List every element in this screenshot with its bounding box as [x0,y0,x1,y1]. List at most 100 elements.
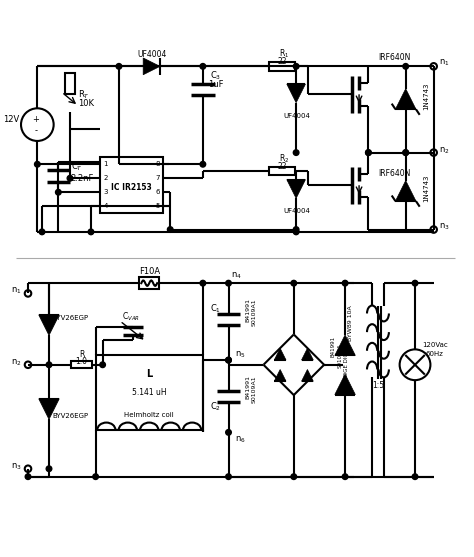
Circle shape [25,474,31,480]
Text: 2.2nF: 2.2nF [70,174,93,183]
Text: n$_4$: n$_4$ [231,271,242,281]
Text: R$_T$: R$_T$ [78,88,90,101]
Circle shape [226,357,231,363]
Text: n$_2$: n$_2$ [438,145,449,155]
Text: 22: 22 [277,57,287,66]
Text: n$_1$: n$_1$ [438,57,449,68]
Polygon shape [143,58,160,75]
Circle shape [342,474,348,480]
Text: n$_2$: n$_2$ [11,357,22,368]
Polygon shape [395,180,416,201]
Circle shape [167,227,173,232]
Text: n$_1$: n$_1$ [11,286,22,296]
Circle shape [39,229,45,234]
Bar [139,277,159,289]
Text: 120Vac: 120Vac [422,342,447,348]
Bar [269,62,295,71]
Text: B41991: B41991 [331,335,336,356]
Text: IRF640N: IRF640N [378,169,410,178]
Text: -: - [35,126,37,135]
Bar [65,74,75,94]
Text: 7: 7 [155,175,160,181]
Circle shape [67,175,73,181]
Text: 1: 1 [104,162,108,167]
Text: UF4004: UF4004 [283,113,310,119]
Text: B41991: B41991 [246,375,251,399]
Text: 2: 2 [104,175,108,181]
Polygon shape [39,399,59,419]
Circle shape [88,229,94,234]
Text: BYW89 10A: BYW89 10A [348,305,353,341]
Circle shape [293,229,299,234]
Circle shape [100,362,105,368]
Text: R: R [79,350,84,359]
Circle shape [116,63,122,69]
Circle shape [200,280,206,286]
Text: C$_1$: C$_1$ [210,303,221,315]
Circle shape [293,63,299,69]
Circle shape [46,466,52,472]
Text: 5: 5 [155,203,160,209]
Text: C$_3$: C$_3$ [210,70,221,82]
Text: S0109A1: S0109A1 [252,299,257,326]
Text: UF4004: UF4004 [137,50,166,59]
Circle shape [342,280,348,286]
Text: 6: 6 [155,189,160,196]
Circle shape [403,150,409,155]
Circle shape [291,474,297,480]
Text: R$_2$: R$_2$ [279,153,290,165]
Polygon shape [287,84,305,102]
Text: C$_T$: C$_T$ [71,160,83,173]
Text: n$_3$: n$_3$ [438,222,449,232]
Circle shape [365,150,371,155]
Circle shape [293,227,299,232]
Circle shape [35,162,40,167]
Polygon shape [274,369,286,381]
Text: 60Hz: 60Hz [426,350,444,356]
Text: UF4004: UF4004 [283,208,310,214]
Circle shape [93,474,99,480]
Circle shape [291,280,297,286]
Text: 22: 22 [277,162,287,170]
Bar [71,361,92,369]
Text: 8: 8 [155,162,160,167]
Text: 1N4743: 1N4743 [423,83,429,110]
Text: BYV26EGP: BYV26EGP [52,315,88,321]
Polygon shape [335,335,356,355]
Polygon shape [39,315,59,335]
Circle shape [226,280,231,286]
Text: 1N4743: 1N4743 [423,175,429,202]
Text: 10K: 10K [78,99,94,108]
Circle shape [55,189,61,195]
Circle shape [403,63,409,69]
Polygon shape [395,89,416,109]
Text: S0109A1: S0109A1 [252,375,257,403]
Text: Helmholtz coil: Helmholtz coil [124,412,174,418]
Text: n$_5$: n$_5$ [235,349,246,360]
Polygon shape [274,348,286,360]
Text: n$_6$: n$_6$ [235,434,246,445]
Circle shape [226,429,231,435]
Circle shape [200,162,206,167]
Text: F10A: F10A [139,267,160,276]
Circle shape [226,357,231,363]
Text: 5.141 uH: 5.141 uH [132,388,166,397]
Bar [96,355,203,430]
Text: C$_2$: C$_2$ [210,400,221,413]
Text: 4: 4 [104,203,108,209]
Circle shape [226,474,231,480]
Polygon shape [335,374,356,394]
Text: 3: 3 [104,189,108,196]
Text: L: L [146,369,152,379]
Circle shape [365,150,371,155]
Text: S0109A1: S0109A1 [338,343,343,368]
Text: 12V: 12V [3,115,19,124]
Text: C$_{VAR}$: C$_{VAR}$ [122,311,139,324]
Text: 1.0: 1.0 [76,357,88,366]
Circle shape [293,150,299,155]
Polygon shape [301,348,313,360]
Text: IRF640N: IRF640N [378,53,410,62]
Polygon shape [287,180,305,198]
Text: n$_3$: n$_3$ [11,461,22,472]
Text: BRIDGE DIODE: BRIDGE DIODE [344,345,349,385]
